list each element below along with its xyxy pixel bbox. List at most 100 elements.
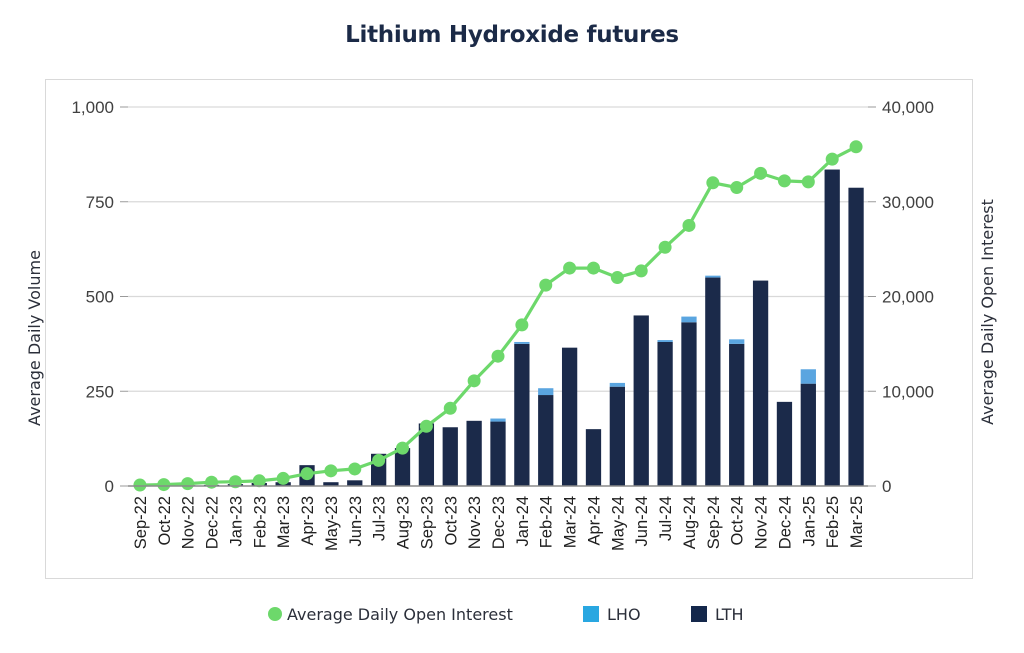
bar-lth	[347, 480, 363, 486]
x-tick-label: Feb-25	[824, 496, 842, 548]
y-tick-label: 250	[86, 382, 114, 401]
x-tick-label: Nov-24	[753, 496, 771, 549]
bar-lho	[705, 275, 721, 278]
bar-lth	[633, 315, 649, 486]
x-tick-label: Sep-24	[705, 496, 723, 549]
bar-lth	[442, 427, 458, 486]
open-interest-point	[730, 181, 744, 195]
y2-axis-label: Average Daily Open Interest	[978, 199, 997, 425]
bar-lth	[418, 423, 435, 486]
open-interest-point	[515, 318, 529, 332]
legend-item-lth: LTH	[691, 602, 744, 626]
x-tick-label: Dec-23	[490, 496, 508, 549]
bar-lth	[657, 341, 673, 486]
open-interest-point	[563, 261, 577, 275]
open-interest-point	[634, 264, 648, 278]
chart-frame	[45, 79, 973, 579]
open-interest-point	[228, 475, 242, 489]
open-interest-point	[157, 478, 171, 492]
legend: Average Daily Open Interest LHO LTH	[0, 602, 1024, 626]
bar-lth	[561, 347, 578, 486]
open-interest-point	[825, 152, 839, 166]
open-interest-point	[300, 467, 314, 481]
legend-label-lth: LTH	[715, 604, 744, 624]
y-tick-label: 500	[86, 288, 114, 307]
bar-lth	[466, 420, 482, 486]
open-interest-point	[801, 175, 815, 189]
y-tick-label: 750	[86, 193, 114, 212]
open-interest-point	[205, 475, 219, 489]
x-tick-label: Aug-24	[681, 496, 699, 549]
open-interest-point	[276, 471, 290, 485]
bar-lth	[514, 343, 530, 486]
x-tick-label: Apr-23	[299, 496, 317, 546]
x-tick-label: Apr-24	[585, 496, 603, 546]
x-tick-label: Mar-24	[562, 496, 580, 548]
y-tick-label: 0	[105, 477, 114, 496]
left-axis-ticks: 0 250 500 750 1,000	[71, 98, 128, 496]
x-tick-label: May-23	[323, 496, 341, 551]
bars	[180, 169, 864, 487]
bar-lth	[848, 187, 864, 487]
bar-lth	[800, 383, 816, 486]
x-tick-label: Mar-23	[275, 496, 293, 548]
x-axis-ticks: Sep-22 Oct-22 Nov-22 Dec-22 Jan-23 Feb-23 Mar-…	[132, 496, 866, 551]
open-interest-point	[586, 261, 600, 275]
x-tick-label: Nov-23	[466, 496, 484, 549]
bar-lth	[752, 280, 769, 486]
bar-lho	[800, 369, 816, 384]
bar-lth	[776, 401, 793, 486]
open-interest-point	[610, 271, 624, 285]
open-interest-point	[491, 349, 505, 363]
gridlines	[128, 106, 868, 392]
open-interest-point	[706, 176, 720, 190]
legend-dot-open-interest	[268, 607, 282, 621]
bar-lth	[323, 482, 339, 486]
x-tick-label: Feb-23	[251, 496, 269, 548]
x-tick-label: Sep-23	[418, 496, 436, 549]
x-tick-label: May-24	[609, 496, 627, 551]
right-axis-ticks: 0 10,000 20,000 30,000 40,000	[868, 98, 934, 496]
open-interest-point	[777, 174, 791, 188]
legend-label-lho: LHO	[607, 604, 641, 624]
open-interest-point	[849, 140, 863, 154]
bar-lho	[609, 382, 625, 387]
open-interest-point	[754, 166, 768, 180]
x-tick-label: Dec-22	[204, 496, 222, 549]
open-interest-point	[419, 419, 433, 433]
bar-lth	[705, 277, 721, 486]
legend-item-lho: LHO	[583, 602, 641, 626]
x-tick-label: Oct-24	[729, 496, 747, 546]
chart-title: Lithium Hydroxide futures	[345, 22, 679, 48]
y-tick-label: 1,000	[71, 98, 114, 117]
open-interest-point	[133, 478, 147, 492]
bar-lth	[681, 322, 697, 486]
bar-lth	[538, 395, 554, 486]
bar-lho	[657, 340, 673, 342]
x-tick-label: Oct-22	[156, 496, 174, 546]
legend-item-open-interest: Average Daily Open Interest	[268, 602, 513, 626]
y2-tick-label: 40,000	[882, 98, 934, 117]
open-interest-point	[181, 477, 195, 491]
x-tick-label: Jul-23	[371, 496, 389, 541]
open-interest-point	[682, 218, 696, 232]
open-interest-point	[372, 453, 386, 467]
open-interest-point	[396, 441, 410, 455]
open-interest-point	[348, 462, 362, 476]
open-interest-line	[133, 140, 863, 492]
y2-tick-label: 20,000	[882, 288, 934, 307]
x-tick-label: Jun-24	[633, 496, 651, 546]
bar-lth	[394, 448, 411, 486]
legend-label-open-interest: Average Daily Open Interest	[287, 604, 513, 624]
legend-swatch-lho	[583, 606, 599, 622]
bar-lth	[609, 386, 625, 486]
open-interest-point	[658, 240, 672, 254]
x-tick-label: Sep-22	[132, 496, 150, 549]
bar-lth	[824, 169, 840, 486]
y-axis-label: Average Daily Volume	[25, 250, 44, 426]
bar-lho	[490, 418, 506, 422]
x-tick-label: Dec-24	[776, 496, 794, 549]
bar-lho	[681, 316, 697, 323]
x-tick-label: Jan-25	[800, 496, 818, 546]
